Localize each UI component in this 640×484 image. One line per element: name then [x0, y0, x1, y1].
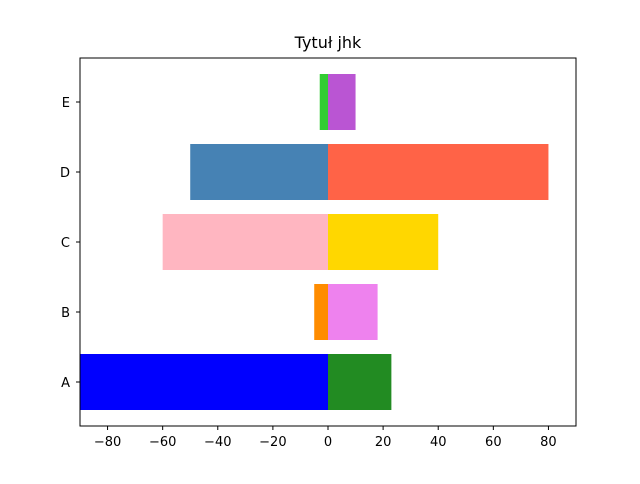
x-tick-label: 20 [375, 435, 392, 450]
x-tick-label: 40 [430, 435, 447, 450]
x-tick-label: −80 [94, 435, 121, 450]
bar-left-d [190, 144, 328, 200]
x-tick-label: 60 [485, 435, 502, 450]
y-tick-label: E [62, 96, 70, 111]
y-tick-label: A [61, 376, 70, 391]
x-tick-label: −60 [149, 435, 176, 450]
y-axis: A B C D E [60, 96, 80, 391]
chart-title: Tytuł jhk [294, 33, 362, 52]
bar-right-a [328, 354, 392, 410]
x-axis: −80 −60 −40 −20 0 20 40 60 80 [94, 426, 557, 450]
y-tick-label: B [61, 306, 70, 321]
x-tick-label: 0 [324, 435, 332, 450]
bar-left-b [314, 284, 328, 340]
bar-right-c [328, 214, 439, 270]
bar-right-d [328, 144, 549, 200]
y-tick-label: D [60, 166, 70, 181]
bars-group [80, 74, 549, 410]
bar-right-e [328, 74, 356, 130]
bar-left-a [80, 354, 328, 410]
x-tick-label: −40 [204, 435, 231, 450]
y-tick-label: C [61, 236, 70, 251]
bar-right-b [328, 284, 378, 340]
x-tick-label: −20 [259, 435, 286, 450]
bar-left-c [162, 214, 328, 270]
x-tick-label: 80 [540, 435, 557, 450]
bar-left-e [319, 74, 328, 130]
